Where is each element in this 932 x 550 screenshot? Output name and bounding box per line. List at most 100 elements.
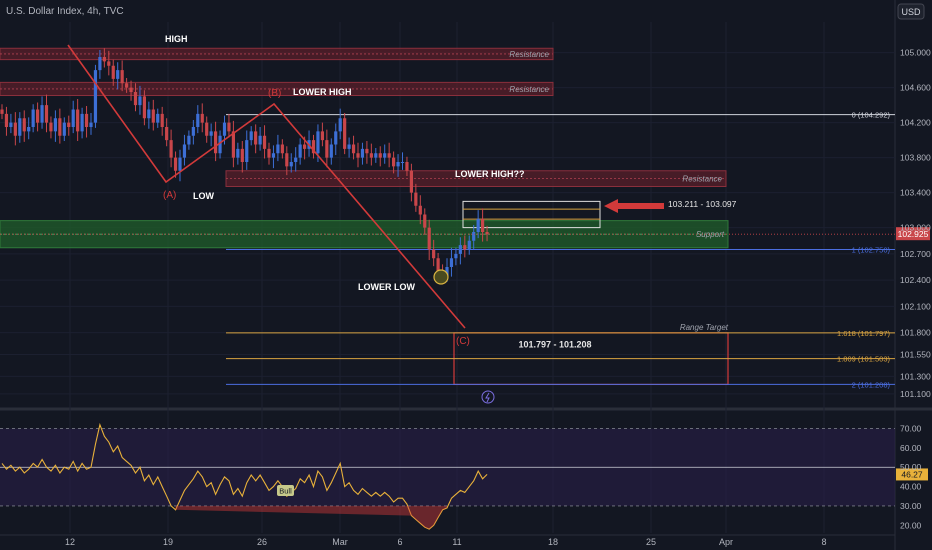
candle-body[interactable] [387, 153, 391, 158]
candle-body[interactable] [107, 61, 111, 66]
candle-body[interactable] [360, 148, 365, 158]
candle-body[interactable] [44, 105, 49, 123]
candle-body[interactable] [160, 113, 164, 127]
candle-body[interactable] [214, 131, 218, 154]
candle-body[interactable] [222, 122, 227, 136]
candle-body[interactable] [436, 258, 440, 272]
currency-badge[interactable]: USD [897, 3, 925, 20]
candle-body[interactable] [111, 65, 115, 79]
candle-body[interactable] [245, 140, 249, 162]
candle-body[interactable] [62, 122, 66, 136]
candle-body[interactable] [165, 127, 169, 141]
candle-body[interactable] [187, 135, 191, 145]
candle-body[interactable] [303, 144, 307, 149]
candle-body[interactable] [338, 118, 342, 132]
candle-body[interactable] [231, 131, 235, 158]
lightning-icon[interactable] [481, 390, 495, 404]
candle-body[interactable] [138, 96, 142, 106]
candle-body[interactable] [289, 162, 293, 167]
candle-body[interactable] [378, 153, 382, 158]
candle-body[interactable] [320, 131, 324, 141]
candle-body[interactable] [116, 70, 120, 79]
candle-body[interactable] [93, 70, 98, 123]
candle-body[interactable] [129, 87, 133, 92]
candle-body[interactable] [218, 135, 222, 154]
candle-body[interactable] [22, 118, 26, 132]
candle-body[interactable] [254, 131, 258, 145]
candle-body[interactable] [67, 122, 71, 127]
candle-body[interactable] [351, 144, 356, 154]
candle-body[interactable] [142, 96, 146, 119]
candle-body[interactable] [347, 144, 351, 149]
candle-body[interactable] [156, 113, 160, 123]
candle-body[interactable] [89, 122, 93, 127]
candle-body[interactable] [18, 118, 22, 136]
candle-body[interactable] [356, 153, 360, 158]
candle-body[interactable] [169, 140, 173, 158]
candle-body[interactable] [0, 109, 4, 114]
candle-body[interactable] [76, 109, 80, 132]
candle-body[interactable] [53, 118, 57, 132]
candle-body[interactable] [196, 113, 200, 127]
candle-body[interactable] [467, 240, 471, 250]
candle-body[interactable] [13, 122, 17, 136]
candle-body[interactable] [147, 109, 151, 119]
candle-body[interactable] [369, 153, 373, 158]
candle-body[interactable] [392, 157, 396, 167]
candle-body[interactable] [240, 148, 244, 162]
candle-body[interactable] [481, 218, 485, 232]
candle-body[interactable] [191, 127, 195, 136]
candle-body[interactable] [311, 140, 316, 154]
candle-body[interactable] [9, 122, 13, 127]
candle-body[interactable] [98, 57, 102, 71]
candle-body[interactable] [200, 113, 204, 123]
candle-body[interactable] [423, 214, 427, 228]
candle-body[interactable] [485, 232, 489, 235]
candle-body[interactable] [472, 232, 476, 241]
candle-body[interactable] [396, 162, 400, 167]
candle-body[interactable] [285, 153, 289, 167]
candle-body[interactable] [276, 144, 280, 154]
candle-body[interactable] [463, 245, 467, 250]
candle-body[interactable] [80, 113, 84, 132]
candle-body[interactable] [316, 131, 320, 154]
candle-body[interactable] [151, 109, 155, 123]
candle-body[interactable] [454, 253, 458, 259]
candle-body[interactable] [432, 249, 436, 259]
candle-body[interactable] [84, 113, 89, 127]
candle-body[interactable] [227, 122, 231, 132]
candle-body[interactable] [58, 118, 62, 136]
wave-abc-line[interactable] [67, 44, 466, 329]
candle-body[interactable] [325, 140, 329, 158]
candle-body[interactable] [36, 109, 40, 123]
candle-body[interactable] [343, 118, 347, 149]
candle-body[interactable] [383, 153, 387, 158]
candle-body[interactable] [427, 227, 431, 250]
candle-body[interactable] [209, 131, 213, 136]
candle-body[interactable] [449, 258, 454, 267]
candle-body[interactable] [40, 105, 44, 123]
candle-body[interactable] [182, 144, 187, 158]
candle-body[interactable] [271, 153, 276, 158]
rsi-line[interactable] [1, 422, 488, 530]
candle-body[interactable] [418, 205, 422, 215]
candle-body[interactable] [71, 109, 75, 128]
candle-body[interactable] [249, 131, 253, 141]
candle-body[interactable] [102, 57, 106, 62]
candle-body[interactable] [374, 153, 378, 158]
candle-body[interactable] [262, 135, 267, 149]
candle-body[interactable] [280, 144, 284, 154]
candle-body[interactable] [294, 157, 298, 162]
candle-body[interactable] [120, 70, 124, 84]
candle-body[interactable] [409, 170, 413, 193]
candle-body[interactable] [414, 192, 418, 206]
candle-body[interactable] [445, 267, 449, 276]
candle-body[interactable] [236, 148, 240, 158]
candle-body[interactable] [125, 83, 129, 88]
candle-body[interactable] [400, 162, 405, 163]
candle-body[interactable] [173, 157, 178, 171]
candle-body[interactable] [205, 122, 209, 136]
candle-body[interactable] [476, 218, 480, 232]
candle-body[interactable] [329, 144, 333, 158]
